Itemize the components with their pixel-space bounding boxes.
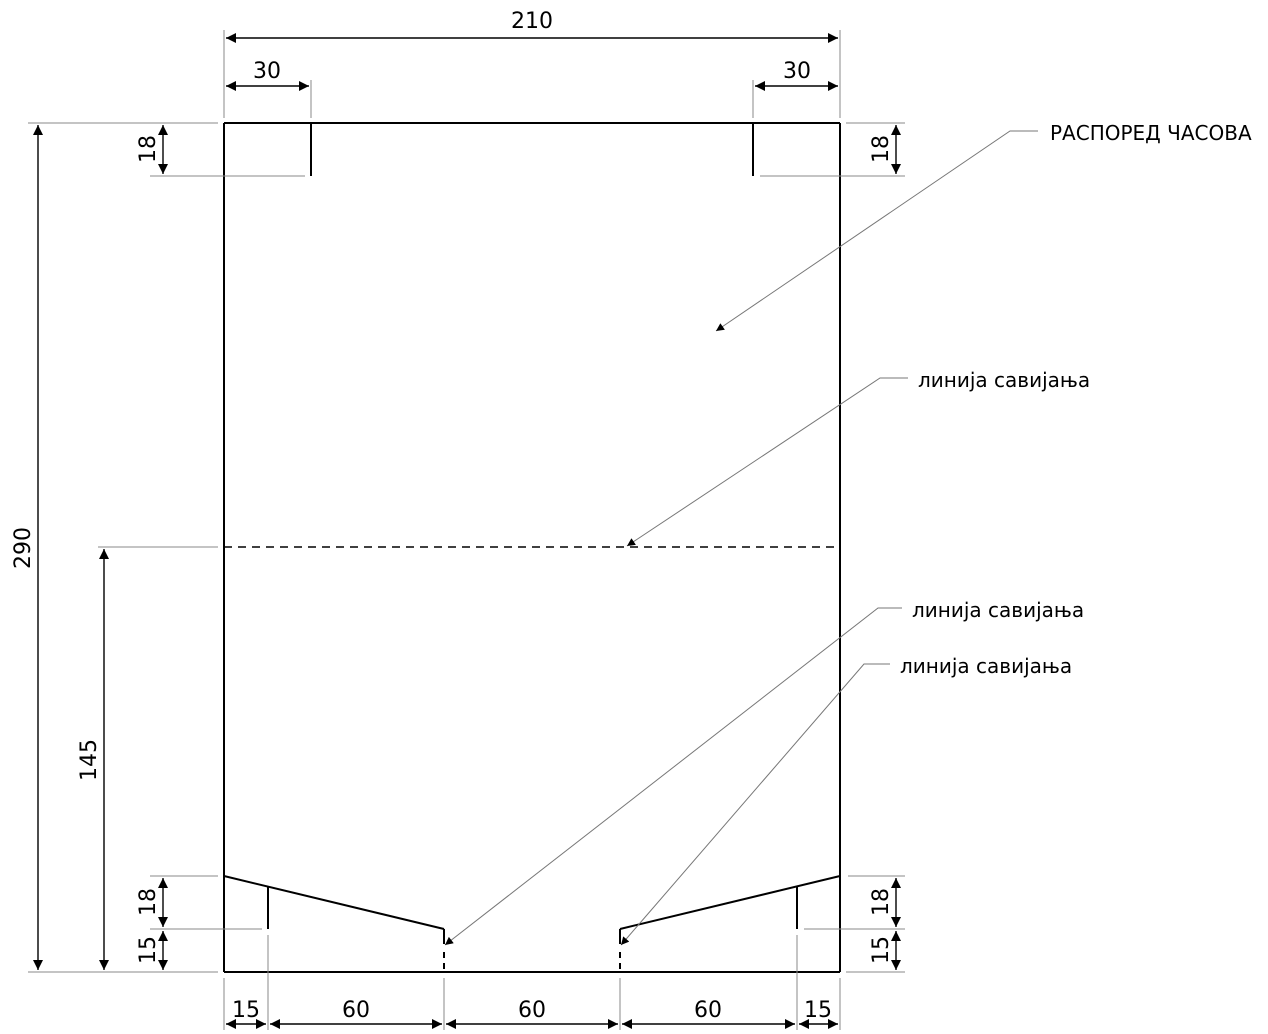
label-fold-line-1: линија савијања: [918, 368, 1090, 392]
dim-bottom-right-flap-base: 15: [869, 936, 894, 964]
dim-top-left-slot-width: 30: [253, 59, 281, 84]
dim-top-right-slot-depth: 18: [869, 135, 894, 163]
extension-lines: [28, 30, 905, 1030]
leader-fold-line-2: [444, 607, 902, 946]
dim-bottom-left-flap-base: 15: [136, 936, 161, 964]
label-title: РАСПОРЕД ЧАСОВА: [1050, 121, 1252, 145]
dim-top-right-slot-width: 30: [783, 59, 811, 84]
label-fold-line-2: линија савијања: [912, 598, 1084, 622]
dim-bottom-segment: 15: [804, 998, 832, 1023]
dim-overall-height: 290: [11, 527, 36, 569]
dimension-lines: [33, 33, 901, 1029]
dim-bottom-segment: 60: [694, 998, 722, 1023]
bottom-right-flap: [619, 875, 841, 972]
dim-top-left-slot-depth: 18: [136, 135, 161, 163]
leader-fold-line-1: [626, 377, 908, 547]
leader-fold-line-3: [620, 663, 890, 946]
leader-title: [715, 130, 1038, 332]
bottom-left-flap: [223, 875, 445, 972]
dim-bottom-segment: 60: [518, 998, 546, 1023]
sheet-outline: [223, 122, 841, 973]
dim-bottom-right-flap-rise: 18: [869, 888, 894, 916]
dim-fold-height: 145: [77, 739, 102, 781]
dim-bottom-segment: 60: [342, 998, 370, 1023]
label-fold-line-3: линија савијања: [900, 654, 1072, 678]
dim-bottom-left-flap-rise: 18: [136, 888, 161, 916]
dim-bottom-segment: 15: [232, 998, 260, 1023]
dim-overall-width: 210: [511, 9, 553, 34]
